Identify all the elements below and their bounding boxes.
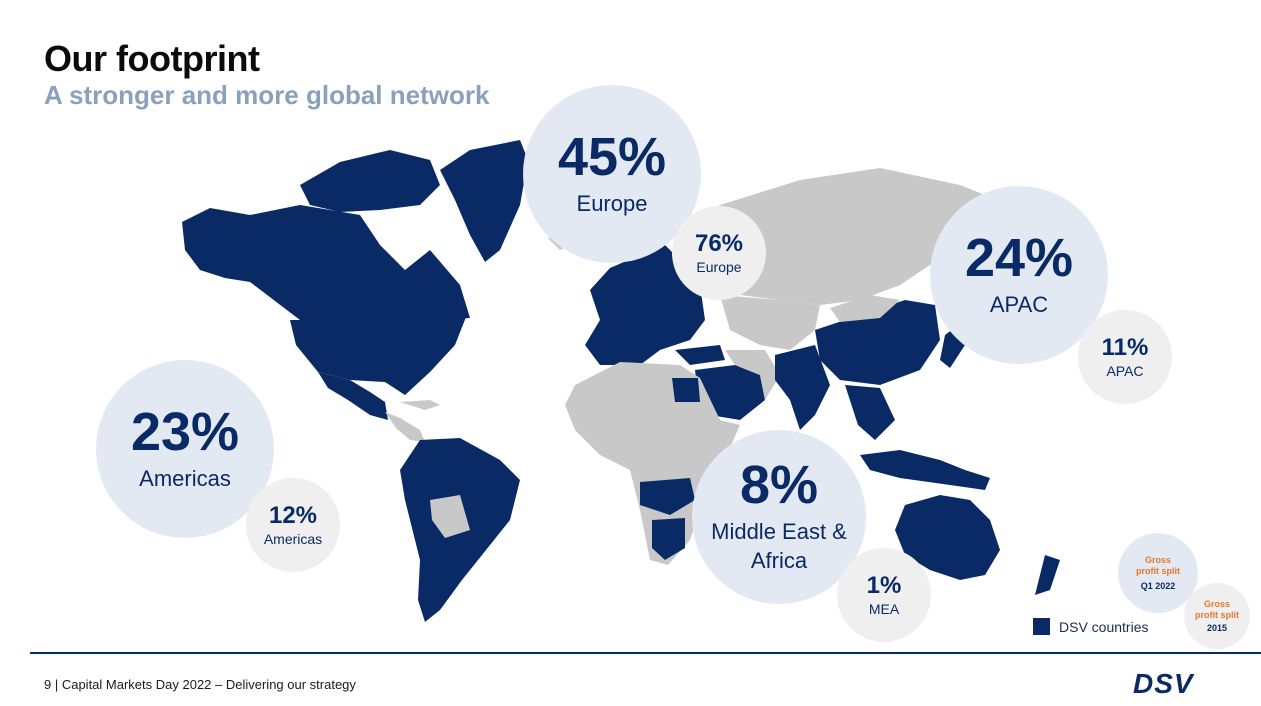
map-legend: DSV countries — [1033, 618, 1148, 635]
mea-label-line-1: Middle East & — [711, 519, 847, 545]
legend-swatch — [1033, 618, 1050, 635]
footer-divider — [30, 652, 1261, 654]
map-new-zealand — [1035, 555, 1060, 595]
map-iran — [725, 350, 780, 400]
map-southeast-asia — [845, 385, 895, 440]
mea-label-line-2: Africa — [750, 548, 808, 573]
americas-q1-2022-label: Americas — [139, 465, 231, 491]
apac-q1-2022-value: 24% — [964, 227, 1074, 288]
apac-2015-value: 11% — [1101, 333, 1149, 361]
bubble-apac-2015: 11% APAC — [1078, 310, 1172, 404]
map-indonesia — [860, 450, 990, 490]
map-central-asia — [720, 295, 820, 350]
europe-q1-2022-value: 45% — [557, 126, 667, 187]
map-southern-africa — [640, 478, 695, 515]
map-turkey — [675, 345, 725, 365]
map-central-america — [385, 412, 425, 442]
europe-q1-2022-label: Europe — [576, 190, 648, 216]
key-bubble-q1-2022: Gross profit split Q1 2022 — [1118, 533, 1198, 613]
mea-2015-value: 1% — [866, 571, 902, 599]
americas-2015-label: Americas — [263, 531, 323, 548]
apac-q1-2022-label: APAC — [989, 291, 1049, 317]
key-2015-line1: Gross — [1203, 598, 1230, 609]
slide-title: Our footprint — [44, 38, 260, 79]
bubble-americas-2015: 12% Americas — [246, 478, 340, 572]
bubble-europe-2015: 76% Europe — [672, 206, 766, 300]
footer-text: 9 | Capital Markets Day 2022 – Deliverin… — [44, 677, 356, 692]
key-bubble-2015: Gross profit split 2015 — [1184, 583, 1250, 649]
key-q1-2022-line2: profit split — [1136, 565, 1180, 576]
map-south-africa — [652, 518, 685, 560]
map-usa — [290, 312, 468, 395]
bubble-mea-2015: 1% MEA — [837, 548, 931, 642]
map-bolivia-paraguay — [430, 495, 470, 538]
map-caribbean — [400, 400, 440, 410]
key-q1-2022-period: Q1 2022 — [1140, 581, 1176, 592]
slide-subtitle: A stronger and more global network — [44, 80, 490, 110]
dsv-logo-text: DSV — [1133, 670, 1195, 696]
bubble-americas-q1-2022: 23% Americas — [96, 360, 274, 538]
map-egypt — [672, 378, 700, 402]
mea-q1-2022-value: 8% — [739, 455, 819, 516]
key-2015-period: 2015 — [1206, 623, 1228, 634]
apac-2015-label: APAC — [1106, 363, 1144, 380]
map-mexico — [318, 372, 388, 420]
mea-2015-label: MEA — [868, 601, 900, 618]
dsv-logo: DSV — [1133, 670, 1195, 696]
map-mongolia — [830, 295, 900, 322]
map-alaska — [182, 208, 250, 282]
europe-2015-label: Europe — [696, 259, 742, 276]
map-australia — [895, 495, 1000, 580]
bubble-mea-q1-2022: 8% Middle East & Africa — [692, 430, 866, 604]
map-greenland — [440, 140, 528, 262]
bubble-europe-q1-2022: 45% Europe — [523, 85, 701, 263]
key-q1-2022-line1: Gross — [1144, 554, 1171, 565]
europe-2015-value: 76% — [694, 229, 744, 257]
map-canada — [250, 205, 470, 320]
map-arctic-islands — [300, 150, 440, 212]
legend-label: DSV countries — [1059, 618, 1149, 635]
americas-2015-value: 12% — [268, 501, 318, 529]
americas-q1-2022-value: 23% — [130, 401, 240, 462]
key-2015-line2: profit split — [1195, 609, 1239, 620]
mea-q1-2022-label: Middle East & Africa — [711, 518, 847, 575]
map-south-asia — [775, 345, 830, 430]
bubble-apac-q1-2022: 24% APAC — [930, 186, 1108, 364]
